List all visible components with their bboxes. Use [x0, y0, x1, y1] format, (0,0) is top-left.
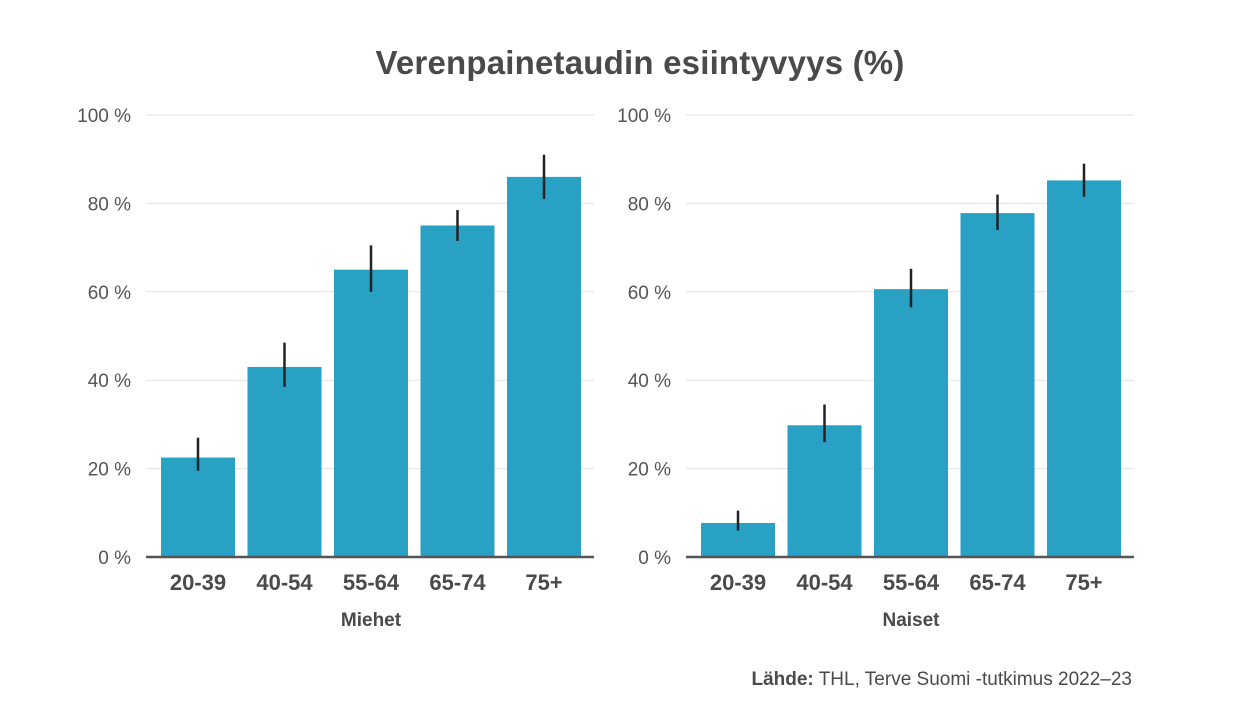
y-tick-label-naiset: 100 %	[617, 106, 671, 127]
y-tick-label-naiset: 60 %	[628, 283, 671, 304]
source-label: Lähde:	[751, 669, 814, 690]
y-tick-label-miehet: 40 %	[88, 371, 131, 392]
bar-naiset-40-54	[787, 425, 862, 557]
y-tick-label-miehet: 100 %	[77, 106, 131, 127]
y-tick-label-miehet: 0 %	[98, 548, 131, 569]
y-tick-label-naiset: 80 %	[628, 194, 671, 215]
x-tick-label-naiset: 75+	[1065, 570, 1102, 595]
y-tick-label-miehet: 60 %	[88, 283, 131, 304]
y-tick-label-naiset: 0 %	[638, 548, 671, 569]
bar-miehet-75+	[507, 176, 581, 557]
bar-miehet-40-54	[247, 366, 322, 557]
x-tick-label-miehet: 65-74	[429, 570, 486, 595]
y-tick-label-naiset: 40 %	[628, 371, 671, 392]
panel-label-miehet: Miehet	[341, 610, 402, 631]
y-tick-label-miehet: 80 %	[88, 194, 131, 215]
bar-miehet-65-74	[420, 225, 495, 557]
x-tick-label-miehet: 20-39	[170, 570, 226, 595]
x-tick-label-naiset: 20-39	[710, 570, 766, 595]
y-tick-label-naiset: 20 %	[628, 460, 671, 481]
bar-miehet-20-39	[161, 457, 235, 557]
x-tick-label-naiset: 55-64	[883, 570, 940, 595]
y-tick-label-miehet: 20 %	[88, 460, 131, 481]
source-note: Lähde: THL, Terve Suomi -tutkimus 2022–2…	[751, 669, 1132, 691]
x-tick-label-miehet: 75+	[525, 570, 562, 595]
chart-area: 0 % 20 % 40 % 60 % 80 % 100 % 20-39 40-54 55-64 6…	[77, 106, 1134, 631]
x-tick-label-naiset: 40-54	[796, 570, 853, 595]
bar-miehet-55-64	[334, 269, 408, 557]
x-tick-label-naiset: 65-74	[969, 570, 1026, 595]
bar-naiset-55-64	[874, 289, 948, 557]
bar-naiset-75+	[1047, 180, 1121, 557]
chart-title: Verenpainetaudin esiintyvyys (%)	[375, 44, 905, 81]
panel-label-naiset: Naiset	[882, 610, 940, 631]
x-tick-label-miehet: 55-64	[343, 570, 400, 595]
source-text: THL, Terve Suomi -tutkimus 2022–23	[813, 669, 1132, 690]
bar-naiset-65-74	[960, 213, 1035, 557]
x-tick-label-miehet: 40-54	[256, 570, 313, 595]
